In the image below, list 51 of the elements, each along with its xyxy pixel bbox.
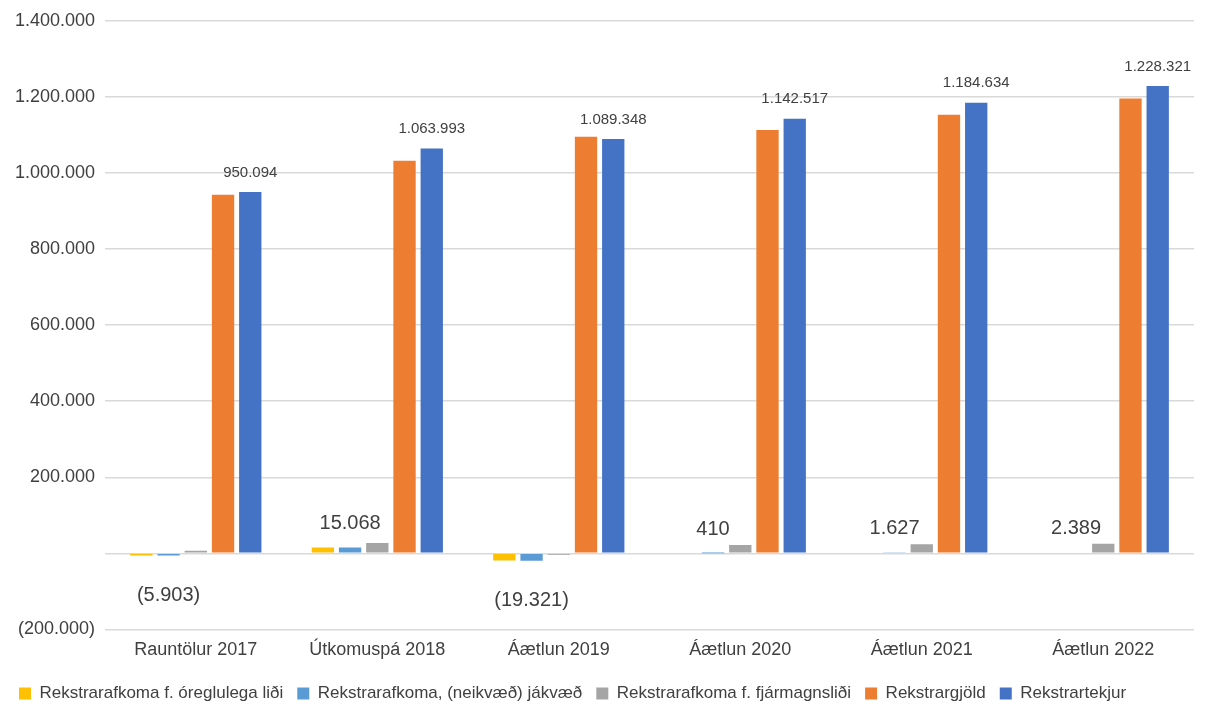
data-label: 1.228.321 xyxy=(1124,56,1192,74)
bar xyxy=(1119,98,1142,553)
bar xyxy=(420,148,443,553)
x-tick-label: Áætlun 2020 xyxy=(689,639,792,660)
bar xyxy=(1092,543,1115,553)
x-tick-label: Áætlun 2021 xyxy=(870,639,973,660)
bar xyxy=(729,544,752,553)
y-tick-label: (200.000) xyxy=(18,618,96,639)
y-tick-label: 600.000 xyxy=(30,314,96,335)
legend-label: Rekstrartekjur xyxy=(1020,683,1127,703)
bar xyxy=(311,547,335,553)
bar xyxy=(520,554,543,561)
y-tick-label: 1.000.000 xyxy=(15,161,96,182)
data-label: 1.142.517 xyxy=(761,89,829,107)
y-tick-label: 800.000 xyxy=(30,237,96,258)
y-tick-label: 1.400.000 xyxy=(15,9,96,30)
y-tick-label: 1.200.000 xyxy=(15,85,96,106)
bar xyxy=(366,543,389,553)
data-label: (5.903) xyxy=(136,583,201,606)
bar xyxy=(493,554,516,561)
legend-label: Rekstrarafkoma f. fjármagnsliði xyxy=(616,683,852,703)
bar xyxy=(338,547,362,553)
bar xyxy=(1146,86,1169,553)
data-label: 1.063.993 xyxy=(398,119,466,137)
x-tick-label: Áætlun 2019 xyxy=(507,639,610,660)
legend-label: Rekstrarafkoma f. óreglulega liði xyxy=(39,683,284,703)
bar xyxy=(239,191,262,553)
data-label: 410 xyxy=(696,516,730,539)
bar xyxy=(756,129,779,553)
bar xyxy=(211,194,235,553)
data-label: (19.321) xyxy=(494,588,569,611)
data-label: 950.094 xyxy=(223,162,278,180)
legend-label: Rekstrarafkoma, (neikvæð) jákvæð xyxy=(317,683,583,703)
data-label: 1.089.348 xyxy=(579,109,647,127)
x-tick-label: Útkomuspá 2018 xyxy=(309,638,446,660)
x-tick-label: Rauntölur 2017 xyxy=(134,639,258,660)
bar xyxy=(393,160,416,553)
bar xyxy=(783,118,806,553)
data-label: 1.627 xyxy=(869,516,920,539)
bar xyxy=(602,138,625,553)
data-label: 1.184.634 xyxy=(942,73,1010,91)
bar xyxy=(965,102,988,553)
legend-label: Rekstrargjöld xyxy=(885,683,986,703)
x-tick-label: Áætlun 2022 xyxy=(1052,639,1155,660)
bar xyxy=(574,136,598,553)
data-label: 2.389 xyxy=(1051,515,1102,538)
y-tick-label: 400.000 xyxy=(30,390,96,411)
y-tick-label: 200.000 xyxy=(30,466,96,487)
data-label: 15.068 xyxy=(319,511,381,534)
bar xyxy=(937,114,961,553)
bar xyxy=(910,544,933,553)
